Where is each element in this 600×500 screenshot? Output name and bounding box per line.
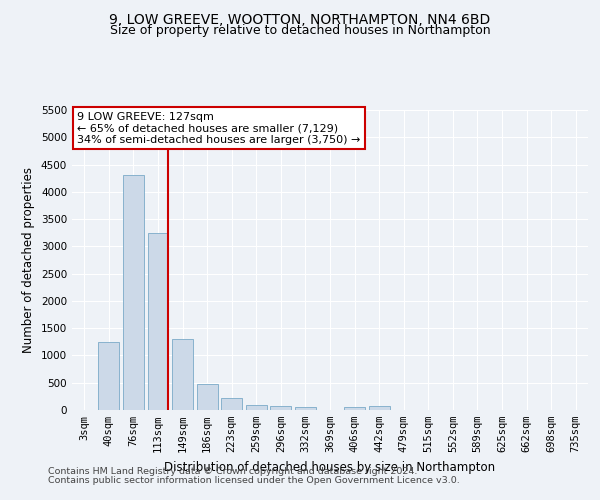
Text: Size of property relative to detached houses in Northampton: Size of property relative to detached ho…	[110, 24, 490, 37]
Bar	[344, 408, 365, 410]
Bar	[271, 406, 292, 410]
Bar	[295, 408, 316, 410]
Bar	[123, 176, 144, 410]
Text: Contains HM Land Registry data © Crown copyright and database right 2024.: Contains HM Land Registry data © Crown c…	[48, 467, 418, 476]
Bar	[148, 232, 169, 410]
Bar	[172, 339, 193, 410]
Bar	[197, 384, 218, 410]
X-axis label: Distribution of detached houses by size in Northampton: Distribution of detached houses by size …	[164, 460, 496, 473]
Text: 9 LOW GREEVE: 127sqm
← 65% of detached houses are smaller (7,129)
34% of semi-de: 9 LOW GREEVE: 127sqm ← 65% of detached h…	[77, 112, 361, 144]
Y-axis label: Number of detached properties: Number of detached properties	[22, 167, 35, 353]
Text: Contains public sector information licensed under the Open Government Licence v3: Contains public sector information licen…	[48, 476, 460, 485]
Text: 9, LOW GREEVE, WOOTTON, NORTHAMPTON, NN4 6BD: 9, LOW GREEVE, WOOTTON, NORTHAMPTON, NN4…	[109, 12, 491, 26]
Bar	[368, 406, 389, 410]
Bar	[98, 342, 119, 410]
Bar	[221, 398, 242, 410]
Bar	[246, 404, 267, 410]
